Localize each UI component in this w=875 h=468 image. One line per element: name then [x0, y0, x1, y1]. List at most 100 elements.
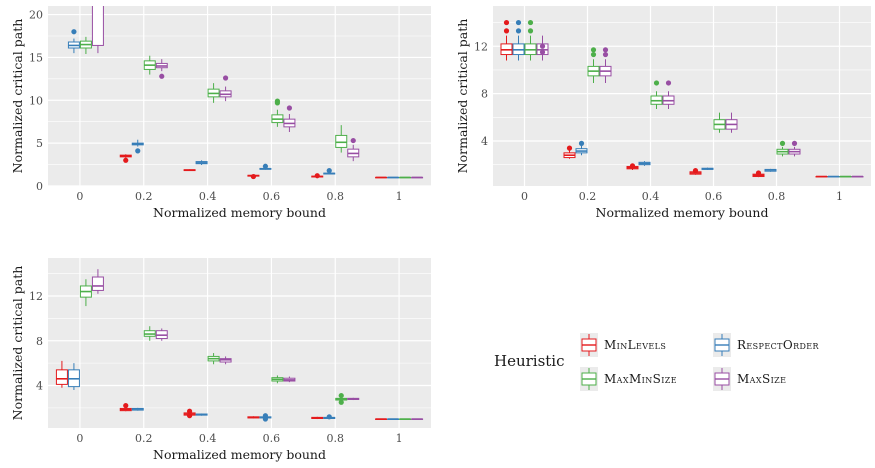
box-minlevels — [311, 416, 324, 420]
box-respectorder — [131, 407, 144, 411]
legend-label: MaxMinSize — [604, 372, 677, 386]
box-maxsize — [219, 356, 232, 365]
box-maxsize — [347, 137, 360, 162]
box-minlevels — [247, 173, 260, 180]
box-maxminsize — [271, 375, 284, 384]
outlier-point — [123, 157, 129, 163]
chart-panel-2: 4 8 12 0 0.2 0.4 0.6 0.8 1 Normalized memory boun… — [455, 6, 871, 220]
outlier-point — [262, 413, 269, 419]
box-respectorder — [67, 29, 80, 54]
box-maxsize — [155, 59, 168, 79]
box-maxminsize — [207, 353, 220, 365]
x-tick-label: 0 — [76, 190, 83, 203]
outlier-point — [665, 80, 672, 86]
box-maxsize — [283, 376, 296, 383]
box-maxsize — [155, 328, 168, 341]
y-tick-label: 0 — [36, 180, 43, 193]
outlier-point — [274, 98, 281, 104]
box-minlevels — [752, 170, 765, 178]
box-marks — [500, 19, 864, 178]
outlier-point — [262, 163, 269, 169]
box-maxsize — [219, 75, 232, 102]
outlier-point — [692, 168, 699, 174]
outlier-point — [755, 170, 762, 176]
outlier-point — [338, 399, 344, 405]
box-maxminsize — [587, 47, 600, 83]
box-respectorder — [131, 139, 144, 154]
legend-item-maxsize: MaxSize — [713, 367, 786, 391]
outlier-point — [602, 47, 609, 53]
box-respectorder — [259, 163, 272, 170]
box-maxminsize — [143, 55, 156, 75]
outlier-point — [326, 414, 332, 420]
box-maxsize — [347, 397, 360, 401]
outlier-point — [515, 19, 522, 26]
y-axis-title: Normalized critical path — [10, 266, 25, 421]
box-respectorder — [575, 140, 588, 156]
box-maxminsize — [79, 279, 92, 307]
box-maxsize — [788, 140, 801, 157]
legend-keys: MinLevels RespectOrder MaxMinSize MaxSize — [580, 333, 819, 391]
box-maxminsize — [143, 326, 156, 341]
outlier-point — [222, 75, 229, 81]
outlier-point — [515, 28, 522, 34]
y-tick-label: 8 — [481, 88, 488, 101]
box-maxminsize — [524, 19, 537, 61]
box-respectorder — [701, 167, 714, 171]
chart-panel-3: 4 8 12 0 0.2 0.4 0.6 0.8 1 Normalized memory boun… — [10, 258, 431, 462]
box-maxsize — [91, 269, 104, 294]
outlier-point — [539, 43, 546, 49]
x-tick-label: 0.4 — [199, 432, 217, 445]
box-marks — [55, 269, 424, 422]
outlier-point — [250, 173, 257, 180]
plot-background — [48, 6, 431, 186]
box-body — [55, 369, 68, 385]
chart-panels: 0 5 10 15 20 0 0.2 0.4 0.6 0.8 1 Normalized memory … — [10, 6, 871, 462]
legend-label: MaxSize — [737, 372, 786, 386]
box-minlevels — [55, 360, 68, 388]
chart-panel-1: 0 5 10 15 20 0 0.2 0.4 0.6 0.8 1 Normalized memory … — [10, 6, 431, 220]
x-tick-label: 0 — [521, 190, 528, 203]
outlier-point — [578, 140, 585, 146]
box-maxminsize — [713, 112, 726, 133]
y-tick-label: 8 — [36, 335, 43, 348]
outlier-point — [791, 140, 798, 146]
box-respectorder — [323, 414, 336, 420]
y-tick-label: 10 — [29, 94, 43, 107]
outlier-point — [527, 28, 534, 34]
legend-label: MinLevels — [604, 338, 666, 352]
plot-background — [48, 258, 431, 428]
box-maxsize — [599, 47, 612, 83]
legend-item-respectorder: RespectOrder — [713, 333, 819, 357]
box-maxsize — [91, 6, 104, 54]
box-body — [91, 6, 104, 46]
box-maxminsize — [79, 36, 92, 54]
box-maxminsize — [650, 80, 663, 110]
outlier-point — [527, 19, 534, 26]
y-tick-label: 5 — [36, 137, 43, 150]
x-tick-label: 0.2 — [135, 432, 153, 445]
x-tick-label: 0.4 — [642, 190, 660, 203]
box-respectorder — [67, 363, 80, 390]
box-minlevels — [500, 19, 513, 61]
x-tick-label: 0.6 — [705, 190, 723, 203]
box-maxminsize — [335, 392, 348, 405]
outlier-point — [159, 73, 165, 79]
y-tick-label: 4 — [36, 380, 43, 393]
y-tick-label: 12 — [474, 40, 488, 53]
box-minlevels — [119, 403, 132, 412]
x-tick-label: 1 — [396, 190, 403, 203]
x-tick-label: 0.8 — [327, 432, 345, 445]
outlier-point — [503, 19, 510, 26]
x-axis-title: Normalized memory bound — [153, 205, 326, 220]
x-tick-label: 0.8 — [327, 190, 345, 203]
legend-item-maxminsize: MaxMinSize — [580, 367, 677, 391]
box-respectorder — [323, 167, 336, 175]
y-tick-label: 20 — [29, 9, 43, 22]
y-tick-label: 15 — [29, 51, 43, 64]
x-axis-title: Normalized memory bound — [153, 447, 326, 462]
x-tick-label: 0.6 — [263, 432, 281, 445]
outlier-point — [779, 140, 786, 146]
box-respectorder — [512, 19, 525, 61]
